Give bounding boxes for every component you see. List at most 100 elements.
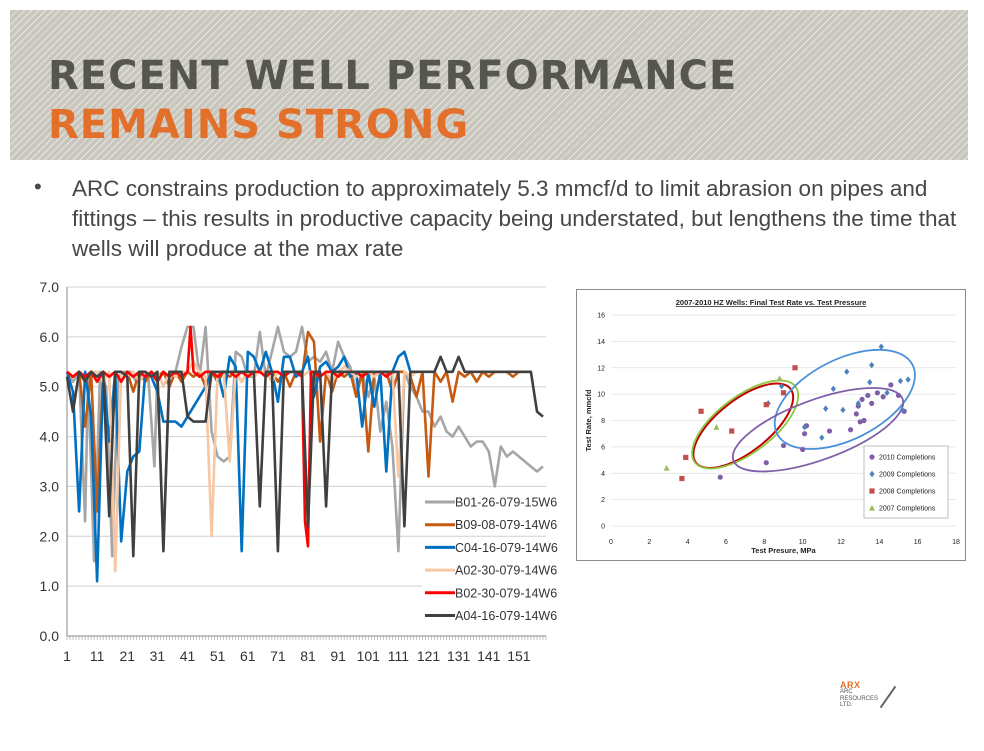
scatter-y-tick-label: 6 [601,444,605,451]
scatter-x-tick-label: 8 [762,539,766,546]
x-tick-label: 141 [477,648,501,664]
scatter-y-tick-label: 4 [601,471,605,478]
series-line-6 [65,355,544,558]
legend-bg [422,492,562,510]
x-tick-label: 21 [119,648,135,664]
x-tick-label: 51 [210,648,226,664]
scatter-point-1 [780,442,787,449]
scatter-x-tick-label: 14 [875,539,883,546]
scatter-point-2 [830,385,836,393]
scatter-point-3 [792,365,798,371]
scatter-point-3 [780,390,787,396]
scatter-point-2 [884,389,890,397]
scatter-point-1 [895,392,902,399]
scatter-legend-box [863,445,949,519]
scatter-x-tick-label: 18 [952,539,960,546]
legend-label: B02-30-079-14W6 [455,586,557,600]
scatter-frame [576,289,966,561]
production-line-chart: 0.01.02.03.04.05.06.07.01 11 21 31 41 51 61 71 8… [40,279,562,664]
scatter-y-tick-label: 14 [597,339,605,346]
scatter-y-tick-label: 2 [601,497,605,504]
scatter-point-2 [844,368,850,375]
scatter-point-3 [698,408,704,414]
legend-label: A02-30-079-14W6 [455,564,557,578]
x-tick-label: 121 [417,648,441,664]
scatter-legend-label: 2008 Completions [879,489,936,496]
scatter-x-tick-label: 12 [837,539,845,546]
scatter-y-tick-label: 12 [597,365,605,372]
scatter-point-2 [869,361,875,369]
scatter-x-tick-label: 4 [686,539,690,546]
scatter-point-3 [729,428,735,434]
y-tick-label: 1.0 [40,578,60,594]
x-tick-label: 81 [300,648,316,664]
slide-title-line2: REMAINS STRONG [48,102,470,148]
scatter-x-axis-label: Test Presure, MPa [751,546,816,555]
scatter-legend-label: 2009 Completions [879,472,936,479]
scatter-x-tick-label: 10 [799,539,807,546]
scatter-point-1 [826,428,833,434]
y-tick-label: 3.0 [40,478,60,494]
x-tick-label: 11 [90,648,105,664]
y-tick-label: 0.0 [40,628,60,644]
y-tick-label: 4.0 [40,429,60,445]
scatter-y-tick-label: 16 [597,313,605,320]
arc-logo: ARX ARC RESOURCES LTD. [840,680,910,712]
scatter-legend-marker [869,504,875,511]
x-tick-label: 71 [270,648,286,664]
x-tick-label: 151 [507,648,531,664]
scatter-point-4 [776,375,783,381]
bullet-text: ARC constrains production to approximate… [72,176,957,261]
scatter-x-tick-label: 2 [647,539,651,546]
scatter-point-1 [801,431,808,437]
y-tick-label: 5.0 [40,379,60,395]
legend-bg [422,514,562,533]
scatter-point-2 [855,400,861,407]
scatter-point-2 [840,406,846,414]
x-tick-label: 101 [357,648,381,664]
scatter-x-tick-label: 0 [609,539,613,546]
legend-label: B01-26-079-15W6 [455,496,557,510]
scatter-legend-label: 2010 Completions [879,455,936,462]
scatter-y-axis-label: Test Rate, mmcfd [584,389,593,451]
scatter-legend-label: 2007 Completions [879,506,936,513]
x-tick-label: 131 [447,648,471,664]
scatter-point-2 [899,406,905,414]
scatter-point-2 [867,379,873,386]
scatter-point-1 [763,460,769,466]
scatter-point-1 [853,411,859,417]
legend-label: C04-16-079-14W6 [455,541,558,555]
x-tick-label: 61 [240,648,256,664]
scatter-legend-marker [869,470,875,478]
scatter-point-3 [683,454,689,461]
scatter-point-3 [763,402,769,408]
ellipse-2010 [731,387,905,473]
scatter-point-4 [713,423,720,430]
scatter-point-1 [800,446,806,453]
bullet-marker: • [34,174,42,199]
x-tick-label: 41 [180,648,196,664]
scatter-point-2 [905,376,911,383]
scatter-point-1 [874,390,881,396]
x-tick-label: 31 [150,648,166,664]
slide-title-line1: RECENT WELL PERFORMANCE [48,53,738,99]
y-tick-label: 6.0 [40,329,60,345]
legend-bg [422,582,562,601]
legend-bg [422,560,562,579]
y-tick-label: 2.0 [40,528,60,544]
scatter-point-2 [897,377,904,385]
x-tick-label: 91 [330,648,346,664]
scatter-y-tick-label: 10 [597,392,605,399]
scatter-y-tick-label: 8 [601,418,605,425]
scatter-point-3 [679,475,685,482]
scatter-point-1 [865,392,871,399]
title-banner [10,10,968,160]
legend-label: B09-08-079-14W6 [455,518,557,532]
logo-mark: ARX [840,680,861,690]
scatter-point-1 [847,427,854,433]
legend-bg [422,537,562,556]
logo-subtext: ARC RESOURCES LTD. [840,689,879,708]
scatter-legend-marker [869,488,875,494]
x-tick-label: 111 [388,648,409,664]
scatter-point-1 [888,382,894,388]
